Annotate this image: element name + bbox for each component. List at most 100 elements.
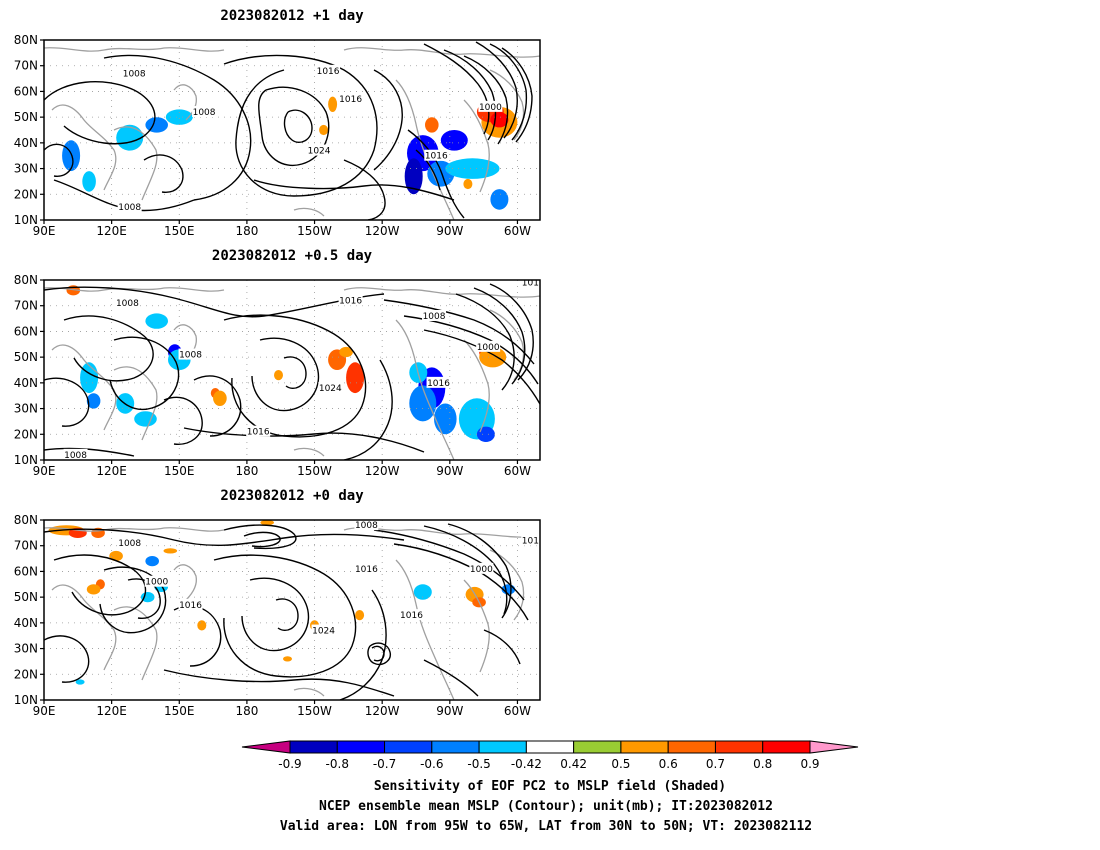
- contour-label-text: 1008: [355, 521, 378, 531]
- coastline: [51, 104, 117, 191]
- colorbar-tick-label: 0.9: [800, 757, 819, 771]
- x-tick-label: 180: [235, 224, 258, 238]
- mslp-contour: [223, 524, 297, 550]
- contour-label-text: 1008: [193, 108, 216, 118]
- colorbar-tick-label: -0.8: [326, 757, 349, 771]
- mslp-contour: [283, 109, 313, 144]
- x-tick-label: 150W: [297, 704, 332, 718]
- mslp-contour: [63, 315, 154, 382]
- mslp-contour: [443, 49, 497, 141]
- caption-line-3: Valid area: LON from 95W to 65W, LAT fro…: [280, 819, 812, 834]
- sensitivity-shade: [404, 158, 423, 195]
- y-tick-label: 30N: [14, 402, 38, 416]
- panel-title: 2023082012 +0.5 day: [212, 248, 373, 264]
- sensitivity-shade: [80, 362, 99, 394]
- mslp-contour: [423, 525, 508, 615]
- axis-ticks: 90E 120E 150E 180 150W 120W 90W 60W 10N 20N 30N 40N…: [14, 513, 531, 718]
- coastline: [343, 287, 540, 298]
- mslp-contour: [213, 554, 357, 678]
- sensitivity-shade: [86, 584, 101, 595]
- contour-label: 1008: [117, 537, 142, 549]
- colorbar-high-arrow: [809, 740, 859, 754]
- y-tick-label: 10N: [14, 453, 38, 467]
- contour-label-bg: [246, 425, 271, 437]
- colorbar-segment: [667, 740, 716, 754]
- colorbar-tick-label: 0.8: [753, 757, 772, 771]
- y-tick-label: 10N: [14, 693, 38, 707]
- mslp-contour: [44, 286, 385, 318]
- y-tick-label: 60N: [14, 564, 38, 578]
- sensitivity-shade: [62, 140, 81, 172]
- plot-frame: [43, 279, 541, 461]
- y-tick-label: 70N: [14, 299, 38, 313]
- contour-label: 1016: [399, 609, 424, 621]
- x-tick-label: 120W: [365, 464, 400, 478]
- mslp-contour: [253, 179, 455, 201]
- plot-area: [44, 520, 540, 700]
- contour-label: 1016: [316, 64, 341, 77]
- sensitivity-shade: [258, 196, 272, 213]
- mslp-contour: [423, 659, 479, 697]
- contour-label: 1008: [422, 310, 447, 322]
- contour-label-bg: [338, 93, 363, 105]
- contour-label-text: 1008: [118, 203, 141, 213]
- x-tick-label: 150E: [164, 464, 195, 478]
- contour-label: 1008: [122, 67, 147, 79]
- coastline: [173, 564, 198, 601]
- axis-ticks: 90E 120E 150E 180 150W 120W 90W 60W 10N 20N 30N 40N…: [14, 33, 531, 238]
- contour-label-text: 1024: [308, 147, 331, 157]
- contour-label: 1008: [63, 448, 88, 460]
- mslp-contour: [339, 589, 387, 700]
- mslp-contour: [258, 86, 330, 167]
- x-tick-label: 120E: [96, 704, 127, 718]
- colorbar-segment: [525, 740, 575, 754]
- panel-plus-1-day: 2023082012 +1 day 1008 101610161008102410…: [14, 8, 541, 238]
- sensitivity-shade: [163, 548, 178, 554]
- contour-label: 1000: [144, 575, 169, 588]
- coastline: [51, 584, 117, 671]
- x-tick-label: 90E: [33, 464, 56, 478]
- colorbar-segment: [384, 740, 433, 754]
- contour-label-bg: [476, 340, 501, 352]
- contour-label: 1016: [178, 598, 203, 611]
- sensitivity-shade: [145, 117, 168, 133]
- coastline: [463, 579, 490, 673]
- contour-label-bg: [115, 297, 140, 309]
- mslp-contour: [447, 523, 512, 619]
- coastline: [395, 319, 455, 460]
- contour-label-text: 1016: [425, 152, 448, 162]
- contour-label: 1016: [521, 280, 540, 289]
- x-tick-label: 90W: [436, 224, 463, 238]
- contour-label-bg: [117, 537, 142, 549]
- mslp-contour-layer: [44, 41, 533, 220]
- mslp-contour: [489, 283, 534, 381]
- contour-label-bg: [354, 562, 379, 574]
- sensitivity-shade: [145, 556, 159, 567]
- contour-label-layer: 1008 1016 1008 1016 1008 1000 1016 1024 1016 1008: [63, 280, 540, 460]
- y-tick-label: 40N: [14, 616, 38, 630]
- contour-label: 1016: [354, 562, 379, 575]
- contour-label: 1008: [117, 201, 142, 213]
- sensitivity-shade: [355, 191, 374, 202]
- contour-label: 1024: [318, 382, 343, 394]
- contour-label-text: 1008: [116, 299, 139, 309]
- mslp-contour: [44, 377, 90, 427]
- mslp-contour: [143, 154, 184, 193]
- mslp-contour: [343, 359, 393, 460]
- sensitivity-shade: [319, 124, 329, 136]
- sensitivity-shade: [134, 411, 157, 427]
- y-tick-label: 70N: [14, 59, 38, 73]
- coastline-layer: [44, 47, 540, 220]
- x-tick-label: 90E: [33, 704, 56, 718]
- colorbar-segment: [762, 740, 811, 754]
- contour-label-text: 1008: [179, 351, 202, 361]
- sensitivity-shade: [48, 191, 63, 208]
- contour-label-text: 1000: [477, 343, 500, 353]
- mslp-contour: [423, 329, 540, 405]
- contour-label-text: 1000: [470, 565, 493, 575]
- contour-label-bg: [422, 310, 447, 321]
- contour-label-text: 1016: [339, 297, 362, 307]
- coastline: [395, 559, 455, 700]
